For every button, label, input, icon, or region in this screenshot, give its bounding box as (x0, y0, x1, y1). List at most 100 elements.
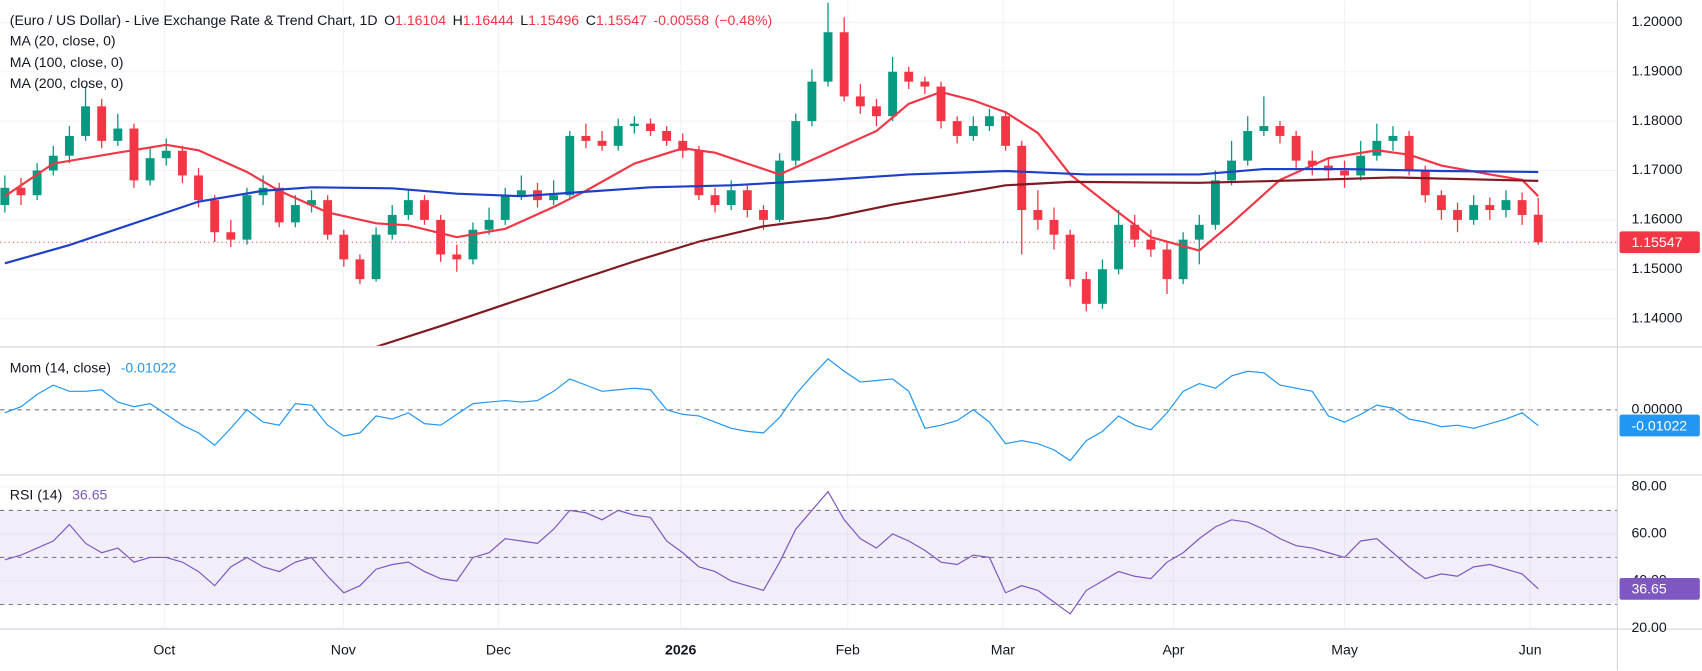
candle-body (323, 200, 333, 235)
candle-body (210, 200, 220, 233)
x-tick-label: Feb (836, 642, 860, 658)
candle-body (1210, 180, 1220, 225)
legend-entry: MA (100, close, 0) (10, 54, 124, 70)
ohlc-key: C (586, 12, 596, 28)
candle-body (1533, 214, 1543, 243)
x-tick-label: Apr (1162, 642, 1184, 658)
candle-body (1001, 116, 1011, 146)
x-tick-label: Jun (1519, 642, 1542, 658)
candle-body (1146, 239, 1156, 250)
moving-average-line (375, 176, 1539, 346)
ohlc-key: H (453, 12, 463, 28)
indicator-line (4, 358, 1539, 462)
y-tick-label: 1.16000 (1631, 211, 1682, 227)
indicator-pane (0, 490, 1618, 615)
y-tick-label: 0.00000 (1631, 401, 1682, 417)
candle-body (32, 170, 42, 196)
candle-body (1097, 269, 1107, 304)
change-percent: (−0.48%) (715, 12, 773, 28)
candle-body (307, 200, 316, 206)
chart-header: (Euro / US Dollar) - Live Exchange Rate … (10, 12, 772, 28)
candle-body (1033, 210, 1043, 220)
candle-body (0, 187, 10, 206)
candle-body (855, 96, 865, 107)
candle-body (371, 234, 381, 280)
candle-body (1340, 170, 1349, 176)
x-tick-label: 2026 (665, 642, 697, 658)
candle-body (565, 135, 575, 196)
candle-body (646, 123, 655, 132)
candle-body (145, 158, 155, 181)
y-tick-label: 1.15000 (1631, 260, 1682, 276)
candle-body (1049, 219, 1059, 235)
ohlc-key: L (520, 12, 528, 28)
legend-name: Mom (14, close) (10, 359, 111, 375)
candle-body (1501, 200, 1511, 211)
x-tick-label: Nov (331, 642, 356, 658)
legend-entry: RSI (14) 36.65 (10, 486, 108, 502)
candle-body (888, 71, 898, 117)
candle-body (807, 81, 817, 122)
candle-body (920, 81, 930, 87)
price-pane (0, 2, 1543, 346)
legend-value: 36.65 (72, 486, 107, 502)
legend-value: -0.01022 (121, 359, 177, 375)
ohlc-value: 1.16444 (463, 12, 514, 28)
candle-body (1178, 239, 1188, 280)
candle-body (500, 195, 510, 220)
candle-body (113, 128, 123, 141)
indicator-badge-bg (1619, 578, 1700, 600)
candle-body (629, 123, 639, 127)
candle-body (274, 187, 284, 223)
candle-body (1356, 155, 1366, 176)
candle-body (1162, 249, 1172, 280)
chart-title: (Euro / US Dollar) - Live Exchange Rate … (10, 12, 378, 28)
candle-body (516, 190, 526, 196)
candle-body (662, 131, 672, 141)
y-tick-label: 1.14000 (1631, 309, 1682, 325)
y-tick-label: 20.00 (1631, 619, 1666, 635)
legend-name: RSI (14) (10, 486, 63, 502)
legend-entry: Mom (14, close) -0.01022 (10, 359, 177, 375)
candle-body (194, 175, 203, 201)
ohlc-value: 1.15496 (528, 12, 579, 28)
ohlc-key: O (384, 12, 395, 28)
candle-body (161, 150, 171, 159)
candle-body (1404, 135, 1414, 171)
candle-body (355, 259, 365, 280)
candle-body (16, 187, 26, 196)
candle-body (64, 135, 74, 156)
legend: (Euro / US Dollar) - Live Exchange Rate … (10, 12, 772, 502)
candle-body (872, 106, 881, 117)
candle-body (436, 219, 446, 255)
candle-body (129, 128, 139, 181)
candle-body (290, 205, 300, 223)
candle-body (1275, 126, 1285, 136)
candle-body (1194, 224, 1204, 240)
candle-body (1485, 205, 1495, 211)
grid-layer (0, 0, 1618, 629)
candle-body (339, 234, 349, 260)
candle-body (1259, 126, 1269, 132)
last-price-badge-bg (1619, 231, 1700, 254)
candle-body (1372, 140, 1382, 156)
y-tick-label: 1.17000 (1631, 161, 1682, 177)
ohlc-value: 1.16104 (395, 12, 446, 28)
candle-body (1469, 205, 1479, 220)
candle-body (597, 140, 607, 146)
x-tick-label: Dec (486, 642, 511, 658)
y-tick-label: 1.18000 (1631, 112, 1682, 128)
indicator-line (4, 490, 1539, 615)
candle-body (839, 32, 849, 97)
candle-body (1453, 210, 1462, 220)
candle-body (1130, 224, 1140, 240)
candle-body (403, 200, 413, 215)
candle-body (452, 254, 462, 260)
candle-body (420, 200, 429, 220)
candle-body (904, 71, 914, 82)
y-tick-label: 60.00 (1631, 525, 1666, 541)
candle-body (81, 106, 90, 136)
candle-body (936, 86, 946, 122)
